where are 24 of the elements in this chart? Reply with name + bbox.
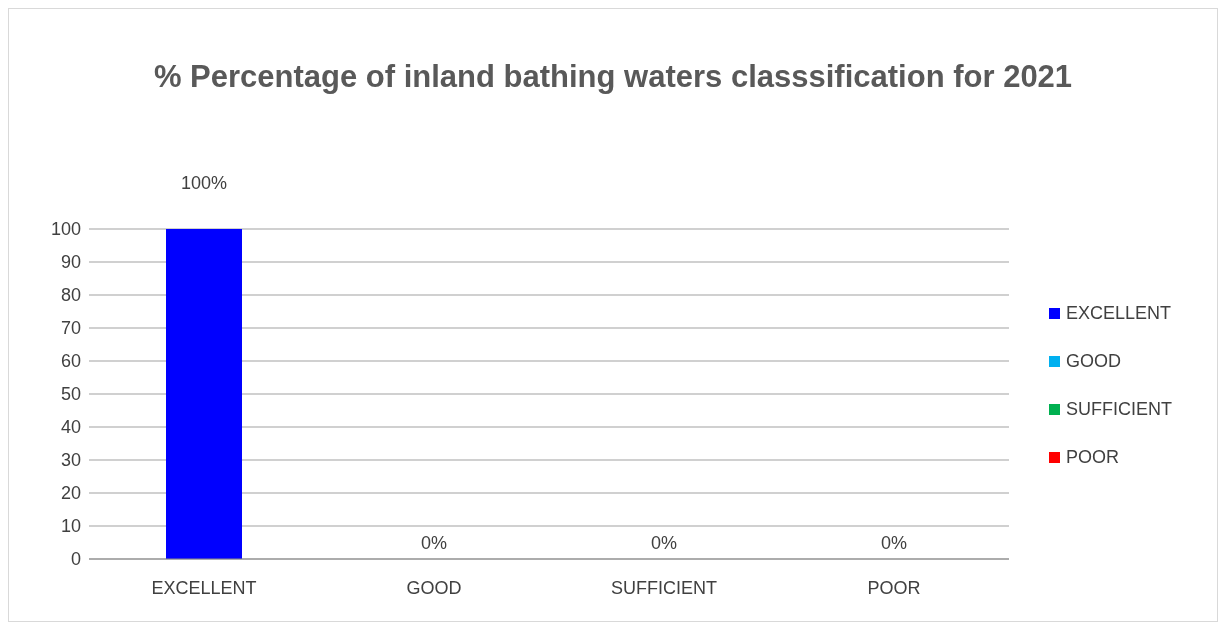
y-tick-label: 90 [60,252,81,273]
y-tick-label: 70 [60,318,81,339]
data-label: 0% [420,533,448,553]
y-tick-label: 80 [60,285,81,306]
legend-label: GOOD [1066,351,1122,371]
data-label: 0% [650,533,678,553]
y-tick-label: 40 [60,417,81,438]
y-tick-label: 60 [60,351,81,372]
legend-label: POOR [1066,447,1120,467]
y-tick-label: 30 [60,450,81,471]
y-tick-label: 20 [60,483,81,504]
y-tick-label: 50 [60,384,81,405]
y-tick-label: 100 [50,219,81,240]
legend-label: EXCELLENT [1066,303,1172,323]
x-tick-label: SUFFICIENT [611,577,717,598]
data-label: 0% [880,533,908,553]
y-tick-label: 10 [60,516,81,537]
legend-label: SUFFICIENT [1066,399,1172,419]
x-tick-label: POOR [867,577,921,598]
x-tick-label: EXCELLENT [151,577,257,598]
data-label: 100% [180,173,228,193]
chart-title: % Percentage of inland bathing waters classsification for 2021 [152,59,1074,96]
x-tick-label: GOOD [406,577,462,598]
y-tick-label: 0 [70,549,81,570]
